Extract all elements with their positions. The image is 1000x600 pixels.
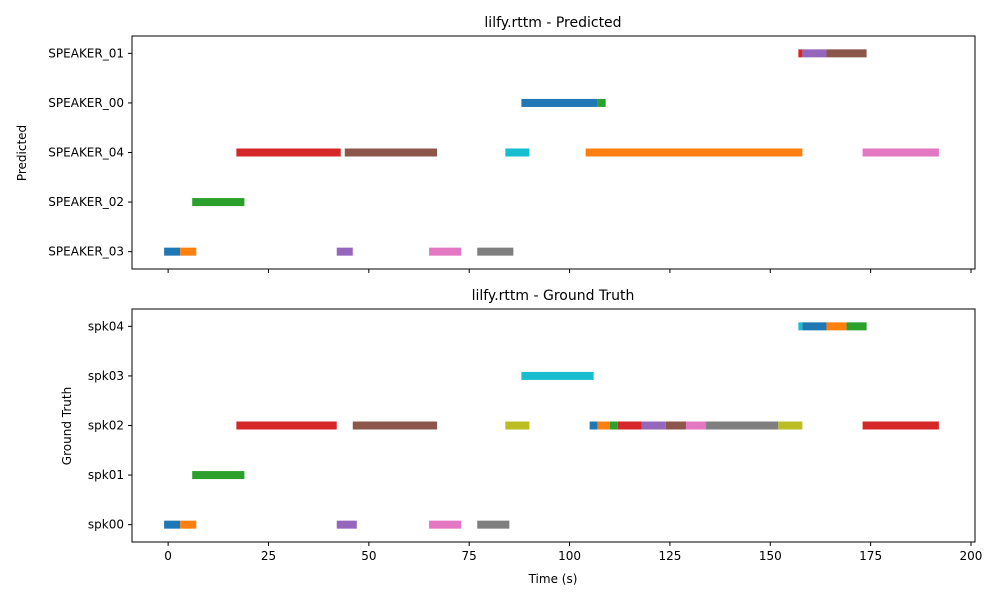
- predicted-segment: [344, 148, 438, 157]
- predicted-segment: [192, 198, 245, 207]
- predicted-segment: [505, 148, 530, 157]
- ground-truth-x-tick-label: 125: [658, 549, 681, 563]
- predicted-title: lilfy.rttm - Predicted: [484, 15, 621, 31]
- ground-truth-x-tick-label: 175: [859, 549, 882, 563]
- ground-truth-ylabel: Ground Truth: [60, 387, 74, 465]
- ground-truth-segment: [802, 322, 827, 331]
- predicted-ylabel: Predicted: [15, 125, 29, 181]
- predicted-segment: [597, 98, 606, 107]
- ground-truth-segment: [826, 322, 847, 331]
- predicted-segment: [429, 247, 462, 256]
- x-axis-label: Time (s): [528, 572, 578, 586]
- ground-truth-segment: [778, 421, 803, 430]
- ground-truth-segment: [862, 421, 939, 430]
- ground-truth-segment: [164, 520, 181, 529]
- ground-truth-y-tick-label: spk03: [88, 369, 124, 383]
- ground-truth-segment: [336, 520, 357, 529]
- ground-truth-segment: [192, 471, 245, 480]
- ground-truth-x-tick-label: 150: [759, 549, 782, 563]
- ground-truth-x-tick-label: 0: [164, 549, 172, 563]
- ground-truth-plot: spk00 spk01 spk02 spk03 spk04 0 25 50 75 100 125 15…: [88, 308, 983, 563]
- ground-truth-title: lilfy.rttm - Ground Truth: [472, 288, 635, 304]
- predicted-segment: [521, 98, 598, 107]
- ground-truth-segment: [352, 421, 438, 430]
- ground-truth-segment: [477, 520, 510, 529]
- predicted-panel: lilfy.rttm - Predicted Predicted SPEAKER…: [15, 15, 976, 273]
- predicted-y-tick-label: SPEAKER_04: [48, 146, 124, 160]
- ground-truth-y-tick-label: spk04: [88, 319, 124, 333]
- ground-truth-segment: [597, 421, 610, 430]
- ground-truth-x-tick-label: 50: [361, 549, 376, 563]
- ground-truth-segment: [609, 421, 618, 430]
- ground-truth-segment: [180, 520, 197, 529]
- predicted-segment: [802, 49, 827, 58]
- ground-truth-x-tick-label: 25: [261, 549, 276, 563]
- ground-truth-segment: [846, 322, 867, 331]
- predicted-segment: [180, 247, 197, 256]
- predicted-y-tick-label: SPEAKER_00: [48, 96, 124, 110]
- predicted-segment: [862, 148, 939, 157]
- ground-truth-y-tick-label: spk00: [88, 518, 124, 532]
- predicted-segment: [236, 148, 341, 157]
- predicted-segment: [826, 49, 867, 58]
- predicted-segment: [477, 247, 514, 256]
- predicted-plot: SPEAKER_03 SPEAKER_02 SPEAKER_04 SPEAKER_00…: [48, 35, 976, 273]
- ground-truth-y-tick-label: spk01: [88, 468, 124, 482]
- predicted-segment: [585, 148, 803, 157]
- ground-truth-segment: [429, 520, 462, 529]
- predicted-y-tick-label: SPEAKER_03: [48, 245, 124, 259]
- ground-truth-segment: [685, 421, 707, 430]
- ground-truth-y-tick-label: spk02: [88, 419, 124, 433]
- ground-truth-x-tick-label: 200: [960, 549, 983, 563]
- ground-truth-x-tick-label: 75: [462, 549, 477, 563]
- ground-truth-segment: [665, 421, 686, 430]
- ground-truth-segment: [521, 371, 594, 380]
- ground-truth-segment: [617, 421, 642, 430]
- ground-truth-segment: [236, 421, 337, 430]
- ground-truth-segment: [589, 421, 598, 430]
- predicted-y-tick-label: SPEAKER_02: [48, 195, 124, 209]
- predicted-segment: [336, 247, 353, 256]
- ground-truth-panel: lilfy.rttm - Ground Truth Ground Truth T…: [60, 288, 982, 586]
- ground-truth-segment: [706, 421, 779, 430]
- predicted-y-tick-label: SPEAKER_01: [48, 46, 124, 60]
- ground-truth-segment: [505, 421, 530, 430]
- ground-truth-x-tick-label: 100: [558, 549, 581, 563]
- ground-truth-segment: [641, 421, 666, 430]
- predicted-segment: [164, 247, 181, 256]
- predicted-segment: [798, 49, 803, 58]
- ground-truth-segment: [798, 322, 803, 331]
